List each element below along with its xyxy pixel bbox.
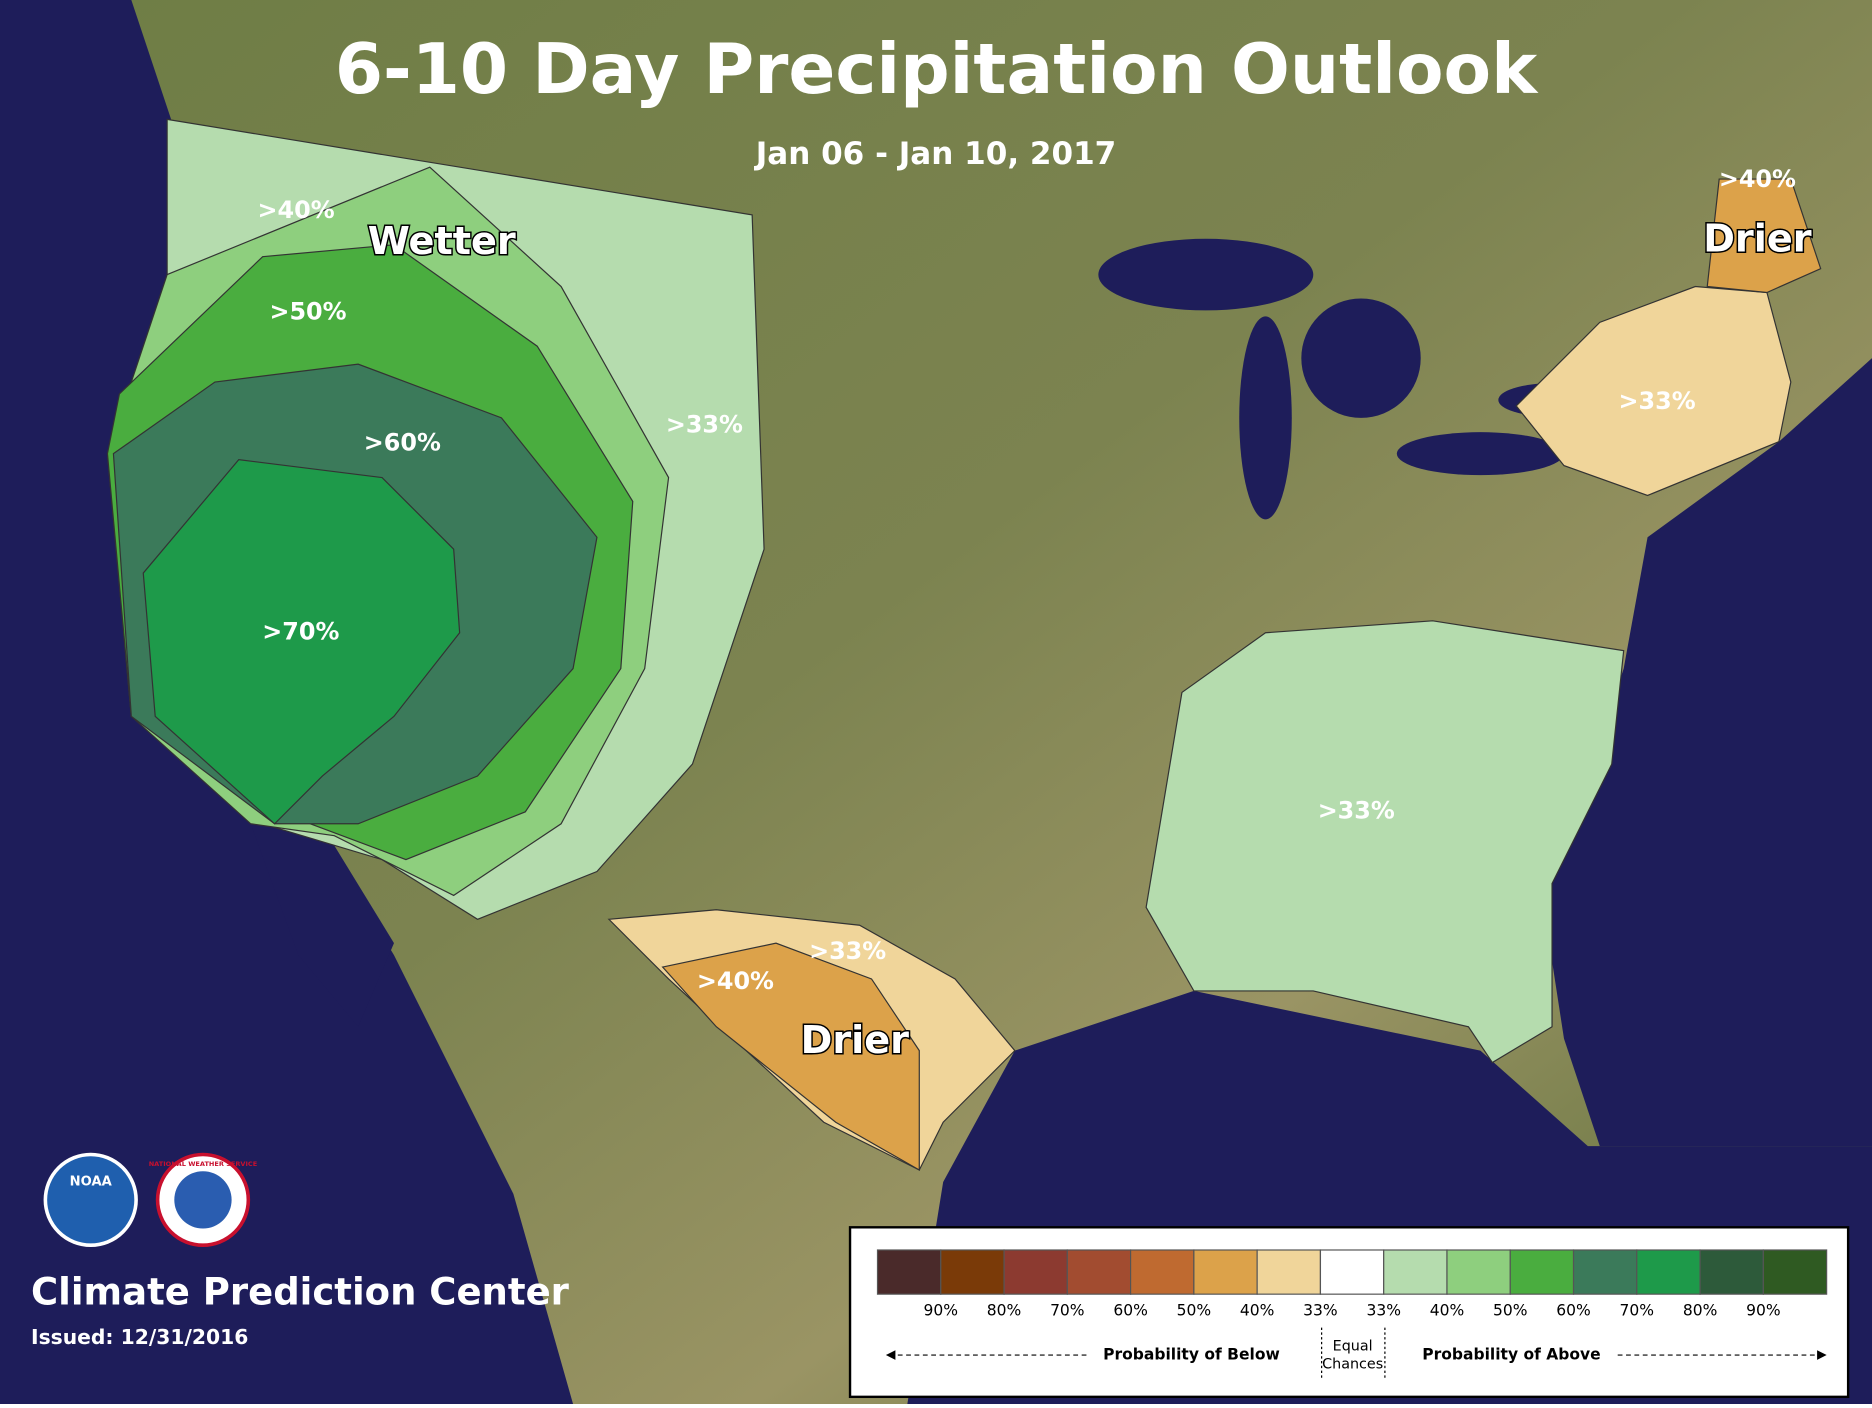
legend-label: 60%: [1113, 1301, 1148, 1319]
probability-label: >40%: [697, 967, 774, 995]
title: 6-10 Day Precipitation Outlook: [335, 30, 1539, 110]
nws-text: NATIONAL WEATHER SERVICE: [149, 1160, 258, 1168]
region-name: Drier: [1703, 218, 1812, 262]
pacific-ocean: [0, 0, 574, 1404]
legend-label: 80%: [1683, 1301, 1718, 1319]
legend-swatch: [876, 1249, 942, 1295]
legend-label: 33%: [1303, 1301, 1338, 1319]
logos: NOAA NATIONAL WEATHER SERVICE: [43, 1152, 258, 1248]
legend-swatch: [1066, 1249, 1132, 1295]
legend-label: 50%: [1493, 1301, 1528, 1319]
legend-label: 33%: [1366, 1301, 1401, 1319]
legend-swatch: [1699, 1249, 1764, 1295]
region-above-70: [142, 459, 461, 825]
legend-label: 80%: [987, 1301, 1022, 1319]
legend-swatch: [940, 1249, 1005, 1295]
noaa-logo: [43, 1152, 138, 1248]
region-se-above-33: [1145, 620, 1625, 1064]
probability-label: >50%: [269, 297, 346, 325]
legend-label: 70%: [1620, 1301, 1655, 1319]
map-labels: >40% Wetter >50% >60% >70% >33% >40% Drier >33% >…: [258, 165, 1814, 1064]
legend: 90% 80% 70% 60% 50% 40% 33% 33% 40% 50% 60% 70% 80% 9…: [876, 1249, 1828, 1319]
probability-label: >33%: [1318, 796, 1395, 824]
subtitle: Jan 06 - Jan 10, 2017: [754, 136, 1117, 172]
org-name: Climate Prediction Center: [31, 1271, 570, 1314]
legend-swatch: [1636, 1249, 1701, 1295]
legend-swatch: [1319, 1249, 1385, 1295]
nws-logo-inner: [174, 1171, 232, 1229]
region-ne-below-33: [1515, 285, 1792, 497]
region-ne-below-40: [1706, 178, 1822, 294]
legend-label: 90%: [924, 1301, 959, 1319]
region-name: Wetter: [368, 220, 516, 264]
issued-date: Issued: 12/31/2016: [31, 1325, 248, 1349]
probability-label: >40%: [258, 196, 335, 224]
legend-label: 50%: [1177, 1301, 1212, 1319]
probability-label: >33%: [809, 937, 886, 965]
legend-label: 70%: [1050, 1301, 1085, 1319]
region-tx-below-40: [661, 942, 920, 1172]
great-lakes: [1098, 238, 1606, 520]
probability-label: >70%: [262, 617, 339, 645]
noaa-text: NOAA: [70, 1174, 113, 1189]
gulf-of-california: [250, 823, 394, 1027]
probability-label: >33%: [1619, 387, 1696, 415]
legend-swatch: [1383, 1249, 1448, 1295]
legend-swatch: [1509, 1249, 1575, 1295]
region-name: Drier: [801, 1019, 910, 1063]
legend-swatch: [1446, 1249, 1511, 1295]
legend-swatch: [1130, 1249, 1195, 1295]
equal-label: Chances: [1322, 1357, 1383, 1373]
probability-label: >60%: [364, 429, 441, 457]
probability-label: >40%: [1719, 165, 1796, 193]
above-arrowhead: [1817, 1350, 1827, 1360]
equal-label: Equal: [1333, 1339, 1373, 1355]
legend-swatch: [1193, 1249, 1258, 1295]
legend-swatch: [1572, 1249, 1638, 1295]
legend-label: 60%: [1556, 1301, 1591, 1319]
legend-swatch: [1762, 1249, 1828, 1295]
legend-swatch: [1003, 1249, 1068, 1295]
above-label: Probability of Above: [1422, 1346, 1600, 1364]
legend-swatch: [1256, 1249, 1322, 1295]
below-arrowhead: [885, 1350, 896, 1360]
below-label: Probability of Below: [1103, 1346, 1280, 1364]
atlantic-ocean: [1540, 358, 1872, 1147]
legend-label: 40%: [1240, 1301, 1275, 1319]
probability-label: >33%: [666, 411, 743, 439]
legend-label: 90%: [1746, 1301, 1781, 1319]
legend-label: 40%: [1430, 1301, 1465, 1319]
